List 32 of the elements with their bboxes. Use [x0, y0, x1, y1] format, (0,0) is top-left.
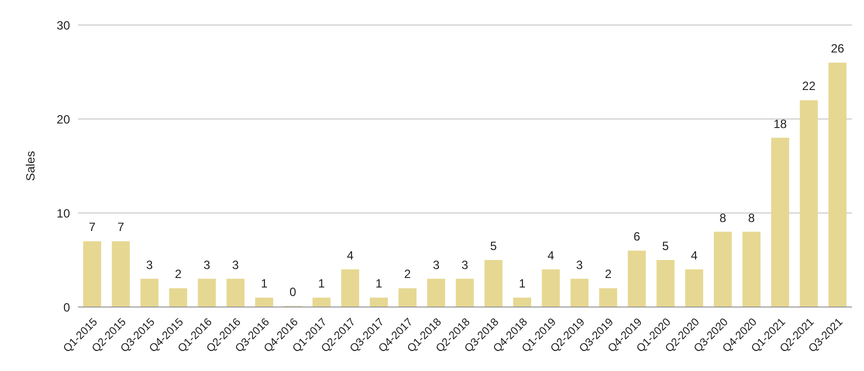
data-label: 18 [773, 116, 788, 131]
data-label: 22 [802, 79, 816, 94]
data-label: 8 [719, 210, 726, 225]
y-tick-label: 10 [56, 206, 70, 220]
data-label: 1 [375, 276, 382, 291]
data-label: 1 [318, 276, 326, 291]
data-label: 8 [748, 210, 756, 225]
data-label: 2 [174, 267, 182, 282]
data-label: 5 [662, 239, 670, 253]
data-label: 2 [404, 267, 412, 282]
data-label: 1 [518, 276, 526, 291]
data-label: 3 [576, 258, 584, 272]
data-label: 26 [830, 42, 844, 56]
data-label: 2 [604, 267, 612, 282]
data-label: 3 [432, 258, 440, 272]
data-label: 0 [289, 285, 296, 299]
data-label: 3 [146, 258, 154, 272]
data-label: 7 [88, 220, 96, 234]
data-label: 4 [547, 248, 554, 262]
data-label: 1 [260, 276, 268, 291]
data-label: 4 [346, 248, 354, 262]
y-axis-title: Sales [23, 150, 38, 182]
data-label: 3 [203, 258, 210, 272]
data-label: 6 [633, 230, 640, 244]
y-tick-label: 0 [63, 300, 70, 314]
data-label: 5 [490, 239, 498, 253]
y-tick-label: 30 [56, 18, 70, 32]
data-label: 4 [690, 248, 698, 262]
data-label: 3 [461, 258, 468, 272]
data-label: 3 [232, 258, 240, 272]
data-label: 7 [117, 220, 124, 234]
y-tick-label: 20 [56, 112, 70, 126]
